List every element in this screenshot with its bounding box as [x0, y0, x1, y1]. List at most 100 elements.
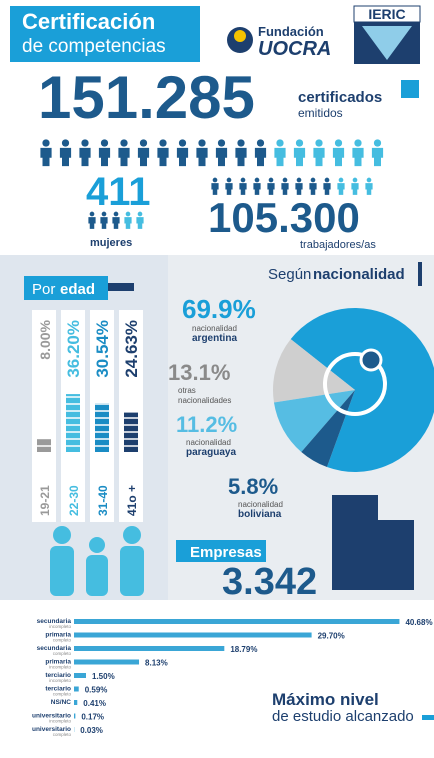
person-icon-head — [310, 177, 316, 183]
person-icon-head — [315, 139, 323, 147]
person-icon-body — [88, 217, 96, 229]
edu-value-label: 1.50% — [92, 672, 115, 681]
title: Certificación — [22, 9, 155, 34]
person-icon-head — [276, 139, 284, 147]
workers-value: 105.300 — [208, 194, 360, 241]
person-icon-body — [371, 147, 384, 167]
age-title-accent — [108, 283, 134, 291]
companies-label: Empresas — [190, 544, 262, 561]
person-icon-head — [217, 139, 226, 147]
person-icon-head — [373, 139, 382, 147]
person-icon-body — [365, 183, 373, 195]
person-icon-head — [42, 139, 50, 147]
person-icon-head — [282, 177, 288, 183]
person-icon-body — [59, 147, 72, 167]
edu-category-label: primaria — [45, 659, 71, 666]
building-icon — [332, 495, 414, 590]
person-icon-head — [324, 177, 330, 183]
person-icon-head — [120, 139, 128, 147]
person-icon-head — [101, 211, 107, 217]
total-sublabel: emitidos — [298, 106, 343, 120]
person-icon-head — [137, 211, 143, 217]
age-value-label: 8.00% — [37, 319, 53, 359]
age-category-label: 31-40 — [96, 485, 110, 516]
pie-value-label: 69.9% — [182, 294, 256, 324]
pie-category-prefix: otras — [178, 386, 196, 395]
edu-sublabel: completo — [53, 692, 72, 697]
total-label: certificados — [298, 89, 382, 106]
pie-category-label: nacionalidades — [178, 396, 231, 405]
workers-label: trabajadores/as — [300, 239, 376, 251]
edu-category-label: universitario — [32, 726, 71, 733]
edu-bar — [74, 646, 225, 651]
person-icon-head — [212, 177, 218, 183]
edu-value-label: 0.41% — [83, 699, 106, 708]
education-band — [0, 600, 434, 758]
total-value: 151.285 — [38, 64, 255, 131]
logo-top — [353, 5, 421, 23]
person-icon-head — [81, 139, 89, 147]
edu-bar — [74, 686, 79, 692]
edu-sublabel: completo — [53, 732, 72, 737]
person-icon-body — [254, 147, 267, 167]
person-icon-head — [198, 139, 206, 147]
person-icon-body — [137, 147, 150, 167]
org-logo-helmet — [234, 30, 246, 42]
person-icon-body — [313, 147, 325, 167]
person-icon-head — [89, 211, 95, 217]
edu-title: Máximo nivel — [272, 690, 379, 709]
edu-category-label: terciario — [45, 686, 71, 693]
edu-category-label: secundaria — [37, 618, 72, 625]
age-bar — [95, 403, 109, 452]
person-icon-body — [118, 147, 130, 167]
edu-value-label: 18.79% — [230, 645, 257, 654]
logo-text: IERIC — [368, 6, 405, 22]
pie-category-prefix: nacionalidad — [186, 438, 231, 447]
person-icon-head — [256, 139, 265, 147]
age-column — [32, 310, 56, 522]
pie-value-label: 5.8% — [228, 474, 278, 499]
edu-sublabel: incompleto — [49, 665, 71, 670]
age-bar — [66, 394, 80, 452]
pie-value-label: 11.2% — [176, 412, 237, 437]
women-value: 411 — [86, 170, 151, 214]
person-icon-head — [295, 139, 304, 147]
person-icon-head — [268, 177, 274, 183]
person-icon-body — [351, 183, 359, 195]
edu-category-label: NS/NC — [51, 699, 72, 706]
companies-value: 3.342 — [222, 561, 317, 603]
person-icon-head — [226, 177, 232, 183]
pie-category-label: argentina — [192, 333, 237, 344]
age-title-prefix: Por — [32, 281, 55, 298]
person-icon-head — [113, 211, 119, 217]
person-icon-body — [176, 147, 189, 167]
person-icon-body — [98, 147, 111, 167]
person-icon-body — [253, 183, 261, 195]
pie-slice — [273, 339, 355, 403]
person-icon-head — [125, 211, 131, 217]
edu-subtitle: de estudio alcanzado — [272, 708, 414, 725]
edu-category-label: universitario — [32, 713, 71, 720]
person-icon-body — [196, 147, 208, 167]
person-icon-body — [293, 147, 306, 167]
person-icon-head — [334, 139, 343, 147]
person-icon-body — [79, 147, 91, 167]
edu-sublabel: completo — [53, 638, 72, 643]
nat-title: nacionalidad — [313, 266, 405, 283]
person-icon-body — [112, 217, 120, 229]
edu-bar — [74, 632, 312, 638]
pie-category-prefix: nacionalidad — [238, 500, 283, 509]
title-box — [10, 6, 200, 62]
edu-accent — [422, 715, 434, 720]
edu-sublabel: incompleto — [49, 678, 71, 683]
person-icon-head — [352, 177, 358, 183]
subtitle: de competencias — [22, 36, 166, 57]
edu-value-label: 0.17% — [81, 713, 104, 722]
age-value-label: 30.54% — [93, 320, 112, 378]
person-icon-head — [178, 139, 187, 147]
logo-triangle — [362, 26, 412, 60]
nat-title-accent — [418, 262, 422, 286]
age-value-label: 36.20% — [64, 320, 83, 378]
edu-category-label: secundaria — [37, 645, 72, 652]
age-title: edad — [60, 281, 95, 298]
